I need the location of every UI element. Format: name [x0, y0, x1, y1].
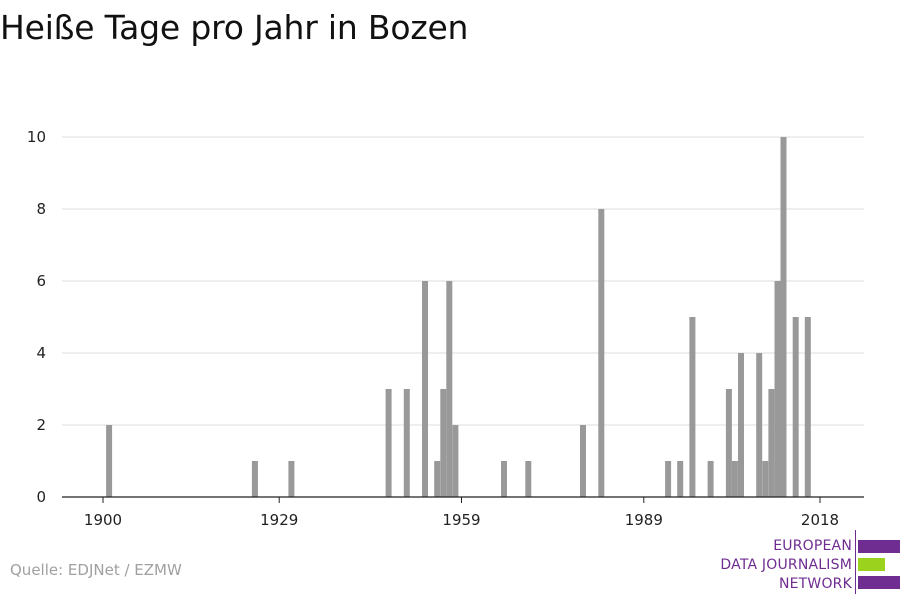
y-tick-label: 6: [36, 272, 46, 290]
x-tick-label: 1989: [625, 511, 663, 529]
x-tick-label: 1959: [442, 511, 480, 529]
bar-1993: [665, 461, 672, 497]
logo-bar-bottom: [858, 576, 900, 589]
bar-2005: [738, 353, 744, 497]
x-tick-label: 2018: [801, 511, 839, 529]
bar-1979: [580, 425, 586, 497]
y-tick-label: 0: [36, 488, 46, 506]
logo-line-european: EUROPEAN: [773, 538, 852, 554]
bar-1955: [434, 461, 441, 497]
bar-1966: [501, 461, 507, 497]
bar-1995: [677, 461, 684, 497]
bar-1997: [689, 317, 696, 497]
bar-1953: [422, 281, 428, 497]
bar-2014: [792, 317, 799, 497]
bar-2000: [707, 461, 714, 497]
logo-bar-middle: [858, 558, 885, 571]
y-tick-label: 10: [27, 128, 46, 146]
bar-2004: [731, 461, 738, 497]
y-tick-label: 4: [36, 344, 46, 362]
y-axis-tick-labels: 0 2 4 6 8 10: [27, 128, 46, 506]
bar-2009: [762, 461, 769, 497]
logo-bar-top: [858, 540, 900, 553]
bar-1931: [288, 461, 295, 497]
bar-2010: [768, 389, 775, 497]
logo-line-data-journalism: DATA JOURNALISM: [720, 557, 852, 573]
bar-1957: [446, 281, 453, 497]
bar-1947: [385, 389, 392, 497]
y-tick-label: 8: [36, 200, 46, 218]
bar-1970: [525, 461, 532, 497]
bar-1982: [598, 209, 605, 497]
bar-2012: [780, 137, 787, 497]
bar-1956: [440, 389, 447, 497]
y-tick-label: 2: [36, 416, 46, 434]
logo-separator: [855, 530, 856, 594]
bars: [106, 137, 811, 497]
bar-1901: [106, 425, 113, 497]
bar-1958: [452, 425, 459, 497]
bar-2016: [804, 317, 811, 497]
edjnet-logo: EUROPEAN DATA JOURNALISM NETWORK: [700, 530, 900, 600]
bar-1950: [403, 389, 410, 497]
x-axis-ticks: 1900 1929 1959 1989 2018: [84, 497, 839, 529]
bar-2008: [756, 353, 763, 497]
source-note: Quelle: EDJNet / EZMW: [10, 561, 182, 579]
chart-title: Heiße Tage pro Jahr in Bozen: [0, 8, 469, 47]
x-tick-label: 1900: [84, 511, 122, 529]
bar-2003: [725, 389, 732, 497]
logo-line-network: NETWORK: [778, 576, 852, 592]
bar-2011: [774, 281, 781, 497]
bar-1925: [251, 461, 258, 497]
x-tick-label: 1929: [260, 511, 298, 529]
